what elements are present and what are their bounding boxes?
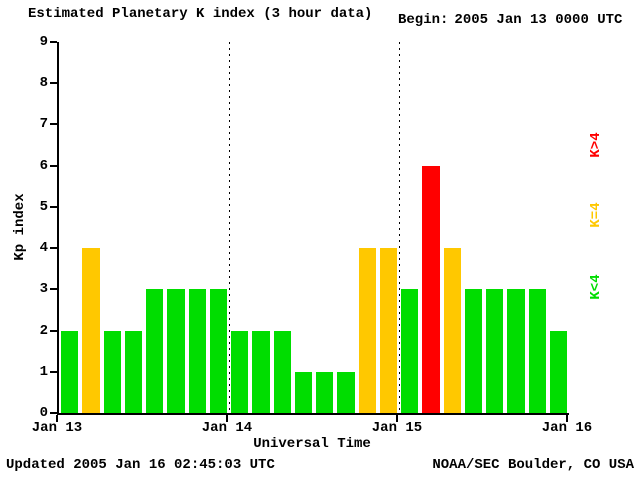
legend-item-kp-below-4: K<4 (588, 274, 604, 300)
legend-item-kp-above-4: K>4 (588, 132, 604, 158)
kp-bar (507, 289, 525, 413)
kp-bar (337, 371, 355, 413)
y-tick-mark (50, 82, 57, 85)
plot-area (57, 42, 569, 415)
kp-bar (294, 371, 312, 413)
legend-item-kp-equal-4: K=4 (588, 202, 604, 228)
kp-bar (486, 289, 504, 413)
y-tick-label: 8 (39, 75, 48, 92)
y-tick-label: 6 (39, 157, 48, 174)
begin-value: 2005 Jan 13 0000 UTC (454, 12, 623, 28)
kp-bar (146, 289, 164, 413)
y-tick-mark (50, 329, 57, 332)
y-tick-label: 2 (39, 322, 48, 339)
kp-bar (252, 330, 270, 413)
kp-bar (188, 289, 206, 413)
source-attribution: NOAA/SEC Boulder, CO USA (432, 457, 634, 473)
kp-bar (124, 330, 142, 413)
kp-bar (61, 330, 79, 413)
begin-label: Begin: (398, 12, 449, 28)
y-tick-mark (50, 412, 57, 414)
kp-bar (379, 248, 397, 413)
chart-title: Estimated Planetary K index (3 hour data… (28, 6, 373, 22)
y-tick-label: 0 (39, 405, 48, 421)
x-tick-mark (396, 415, 398, 422)
y-tick-mark (50, 123, 57, 126)
kp-bar (167, 289, 185, 413)
kp-bar (422, 165, 440, 413)
x-tick-label: Jan 16 (541, 420, 593, 436)
kp-bar (464, 289, 482, 413)
kp-bar (443, 248, 461, 413)
kp-bar (103, 330, 121, 413)
day-boundary-gridline (399, 42, 400, 413)
y-tick-label: 9 (39, 34, 48, 50)
begin-timestamp: Begin: 2005 Jan 13 0000 UTC (398, 12, 622, 28)
y-tick-mark (50, 247, 57, 250)
kp-bar (316, 371, 334, 413)
y-tick-mark (50, 288, 57, 291)
y-tick-label: 7 (39, 116, 48, 133)
x-tick-mark (56, 415, 58, 422)
updated-timestamp: Updated 2005 Jan 16 02:45:03 UTC (6, 457, 275, 473)
y-tick-label: 4 (39, 240, 48, 257)
x-tick-label: Jan 15 (371, 420, 423, 436)
x-axis-title: Universal Time (253, 436, 371, 452)
x-tick-label: Jan 14 (201, 420, 253, 436)
y-tick-mark (50, 205, 57, 208)
kp-bar (231, 330, 249, 413)
y-tick-mark (50, 164, 57, 167)
y-tick-mark (50, 370, 57, 373)
kp-bar (358, 248, 376, 413)
kp-bar (549, 330, 567, 413)
kp-bar (401, 289, 419, 413)
kp-bar (528, 289, 546, 413)
day-boundary-gridline (229, 42, 230, 413)
y-tick-label: 3 (39, 281, 48, 298)
x-tick-mark (226, 415, 228, 422)
x-tick-label: Jan 13 (31, 420, 83, 436)
kp-bar (209, 289, 227, 413)
kp-bar (82, 248, 100, 413)
x-tick-mark (566, 415, 568, 422)
y-tick-label: 5 (39, 198, 48, 215)
kp-bar (273, 330, 291, 413)
y-tick-label: 1 (39, 363, 48, 380)
y-tick-mark (50, 41, 57, 43)
